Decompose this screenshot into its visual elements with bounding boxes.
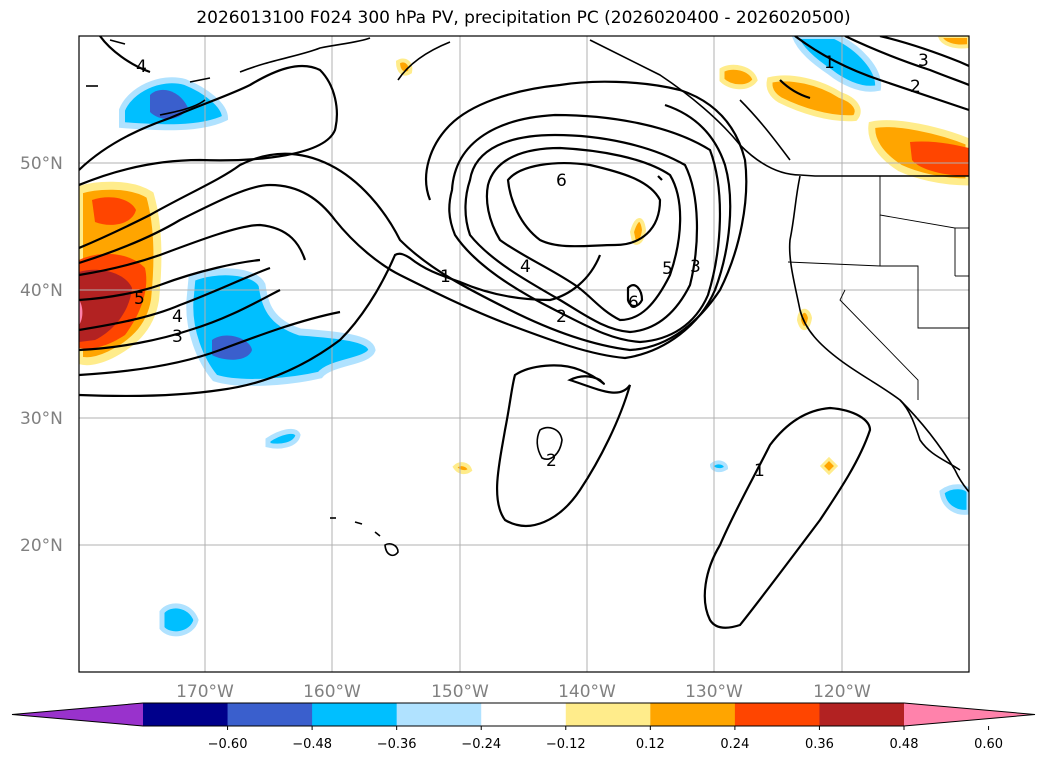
contour-label: 2: [556, 307, 567, 327]
contour-label: 4: [172, 307, 183, 327]
state-borders: [787, 176, 969, 400]
contour-labels: 4 6 1 4 2 5 3 6 5 4 3 2 1 3 2 1: [134, 51, 929, 481]
colorbar-outline: [11, 702, 1036, 727]
colorbar-swatch: [650, 703, 736, 726]
pv-contours: [79, 36, 969, 629]
colorbar-extend-low: [12, 703, 143, 726]
colorbar: −0.60 −0.48 −0.36 −0.24 −0.12 0.12 0.24 0.36 0.4…: [11, 702, 1036, 752]
contour-label: 4: [520, 257, 531, 277]
lon-label: 170°W: [176, 682, 234, 702]
colorbar-tick-label: 0.60: [974, 737, 1003, 752]
contour-label: 5: [662, 259, 673, 279]
contour-label: 3: [172, 327, 183, 347]
colorbar-swatch: [481, 703, 567, 726]
lon-label: 150°W: [431, 682, 489, 702]
lat-label: 40°N: [20, 281, 63, 301]
colorbar-tick-label: −0.48: [292, 737, 332, 752]
contour-label: 2: [546, 451, 557, 471]
lon-label: 120°W: [813, 682, 871, 702]
contour-label: 3: [690, 257, 701, 277]
colorbar-tick-label: −0.24: [461, 737, 501, 752]
colorbar-tick-label: −0.60: [208, 737, 248, 752]
colorbar-tick-label: 0.48: [890, 737, 919, 752]
colorbar-tick-label: −0.12: [546, 737, 586, 752]
colorbar-tick-label: −0.36: [377, 737, 417, 752]
contour-label: 3: [918, 51, 929, 71]
colorbar-extend-high: [904, 703, 1035, 726]
contour-label: 6: [556, 171, 567, 191]
colorbar-swatch: [734, 703, 820, 726]
plot-border: [78, 35, 970, 673]
colorbar-tick-label: 0.12: [636, 737, 665, 752]
contour-label: 5: [134, 289, 145, 309]
contour-label: 1: [440, 267, 451, 287]
latitude-labels: 50°N 40°N 30°N 20°N: [20, 154, 63, 556]
lat-label: 20°N: [20, 536, 63, 556]
longitude-labels: 170°W 160°W 150°W 140°W 130°W 120°W: [176, 682, 871, 702]
map-title: 2026013100 F024 300 hPa PV, precipitatio…: [196, 8, 851, 28]
lon-label: 160°W: [303, 682, 361, 702]
colorbar-swatch: [396, 703, 482, 726]
contour-label: 4: [136, 57, 147, 77]
contour-label: 1: [754, 461, 765, 481]
colorbar-tick-label: 0.24: [720, 737, 749, 752]
contour-label: 2: [910, 77, 921, 97]
lon-label: 130°W: [685, 682, 743, 702]
graticule: [79, 36, 969, 672]
lon-label: 140°W: [558, 682, 616, 702]
colorbar-swatch: [565, 703, 651, 726]
lat-label: 30°N: [20, 409, 63, 429]
contour-label: 1: [824, 53, 835, 73]
contour-label: 6: [628, 293, 639, 313]
colorbar-swatch: [143, 703, 229, 726]
colorbar-swatch: [819, 703, 905, 726]
colorbar-tick-label: 0.36: [805, 737, 834, 752]
colorbar-swatch: [227, 703, 313, 726]
coastlines: [86, 37, 969, 557]
colorbar-swatch: [312, 703, 398, 726]
lat-label: 50°N: [20, 154, 63, 174]
